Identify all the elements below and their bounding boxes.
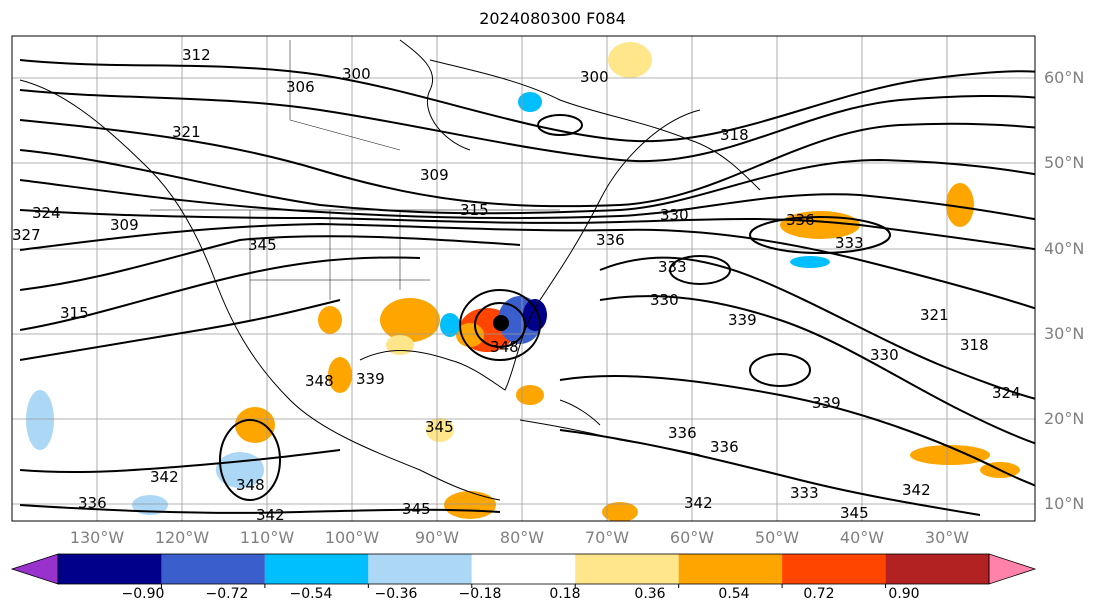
contour-label: 345 bbox=[402, 500, 431, 518]
storm-center-marker bbox=[493, 315, 509, 331]
lat-label-60n: 60°N bbox=[1044, 68, 1085, 87]
lon-label-130w: 130°W bbox=[69, 528, 125, 547]
contour-label: 336 bbox=[668, 424, 697, 442]
contour-label: 336 bbox=[786, 211, 815, 229]
colorbar-tick-label: −0.90 bbox=[121, 586, 165, 602]
contour-label: 309 bbox=[110, 216, 139, 234]
contour-label: 306 bbox=[286, 78, 315, 96]
colorbar-frame bbox=[57, 553, 990, 585]
lon-label-60w: 60°W bbox=[669, 528, 715, 547]
shaded-anomalies bbox=[26, 42, 1020, 521]
contour-label: 342 bbox=[902, 481, 931, 499]
contour-label: 327 bbox=[12, 226, 41, 244]
contour-label: 321 bbox=[172, 123, 201, 141]
lon-label-80w: 80°W bbox=[499, 528, 545, 547]
lon-label-110w: 110°W bbox=[239, 528, 295, 547]
contour-label: 318 bbox=[720, 126, 749, 144]
colorbar-cell bbox=[58, 554, 162, 584]
contour-label: 300 bbox=[580, 68, 609, 86]
lon-label-90w: 90°W bbox=[414, 528, 460, 547]
contour-label: 324 bbox=[32, 204, 61, 222]
contour-lines bbox=[19, 59, 1035, 516]
political-borders bbox=[150, 40, 560, 320]
colorbar-extend-high bbox=[988, 553, 1037, 585]
contour-label: 330 bbox=[870, 346, 899, 364]
contour-label: 330 bbox=[660, 206, 689, 224]
colorbar-cell bbox=[264, 554, 369, 584]
plot-frame bbox=[11, 35, 1036, 522]
colorbar bbox=[10, 553, 1037, 588]
contour-label: 333 bbox=[790, 484, 819, 502]
colorbar-cell bbox=[368, 554, 472, 584]
lon-label-30w: 30°W bbox=[924, 528, 970, 547]
contour-label: 336 bbox=[710, 438, 739, 456]
contour-label-layer: 300 300 306 312 309 309 315 315 321 321 … bbox=[12, 46, 1021, 524]
contour-label: 339 bbox=[812, 394, 841, 412]
contour-label: 348 bbox=[490, 338, 519, 356]
contour-label: 312 bbox=[182, 46, 211, 64]
colorbar-cell bbox=[885, 554, 989, 584]
map-title: 2024080300 F084 bbox=[479, 9, 626, 28]
contour-label: 345 bbox=[840, 504, 869, 522]
contour-label: 342 bbox=[150, 468, 179, 486]
contour-label: 330 bbox=[650, 291, 679, 309]
lat-label-30n: 30°N bbox=[1044, 324, 1085, 343]
contour-label: 309 bbox=[420, 166, 449, 184]
contour-label: 315 bbox=[60, 304, 89, 322]
contour-label: 321 bbox=[920, 306, 949, 324]
lon-label-100w: 100°W bbox=[324, 528, 380, 547]
lat-label-50n: 50°N bbox=[1044, 153, 1085, 172]
contour-label: 339 bbox=[728, 311, 757, 329]
contour-label: 336 bbox=[596, 231, 625, 249]
lat-label-20n: 20°N bbox=[1044, 409, 1085, 428]
contour-label: 345 bbox=[248, 236, 277, 254]
lat-label-40n: 40°N bbox=[1044, 239, 1085, 258]
contour-label: 342 bbox=[684, 494, 713, 512]
colorbar-cell bbox=[782, 554, 886, 584]
lon-label-40w: 40°W bbox=[839, 528, 885, 547]
lon-label-50w: 50°W bbox=[754, 528, 800, 547]
colorbar-tick-label: −0.72 bbox=[205, 586, 249, 602]
contour-label: 348 bbox=[236, 476, 265, 494]
colorbar-tick-label: 0.36 bbox=[634, 586, 666, 602]
contour-label: 333 bbox=[658, 258, 687, 276]
colorbar-cell bbox=[161, 554, 265, 584]
plot-area bbox=[12, 36, 1035, 521]
colorbar-tick-label: 0.18 bbox=[549, 586, 581, 602]
colorbar-tick-label: −0.18 bbox=[458, 586, 502, 602]
contour-label: 345 bbox=[425, 418, 454, 436]
contour-label: 336 bbox=[78, 494, 107, 512]
contour-label: 333 bbox=[835, 234, 864, 252]
colorbar-tick-label: 0.54 bbox=[718, 586, 750, 602]
contour-label: 342 bbox=[256, 506, 285, 524]
colorbar-tick-label: −0.54 bbox=[289, 586, 333, 602]
lon-label-120w: 120°W bbox=[154, 528, 210, 547]
colorbar-cell bbox=[575, 554, 679, 584]
lat-label-10n: 10°N bbox=[1044, 494, 1085, 513]
lon-label-70w: 70°W bbox=[584, 528, 630, 547]
colorbar-cell bbox=[471, 554, 576, 584]
contour-label: 300 bbox=[342, 65, 371, 83]
colorbar-tick-label: 0.90 bbox=[888, 586, 920, 602]
contour-label: 315 bbox=[460, 201, 489, 219]
colorbar-tick-label: −0.36 bbox=[374, 586, 418, 602]
contour-label: 318 bbox=[960, 336, 989, 354]
colorbar-cell bbox=[678, 554, 783, 584]
colorbar-extend-low bbox=[10, 553, 59, 585]
contour-label: 324 bbox=[992, 384, 1021, 402]
contour-label: 339 bbox=[356, 370, 385, 388]
contour-label: 348 bbox=[305, 372, 334, 390]
colorbar-tick-label: 0.72 bbox=[803, 586, 835, 602]
